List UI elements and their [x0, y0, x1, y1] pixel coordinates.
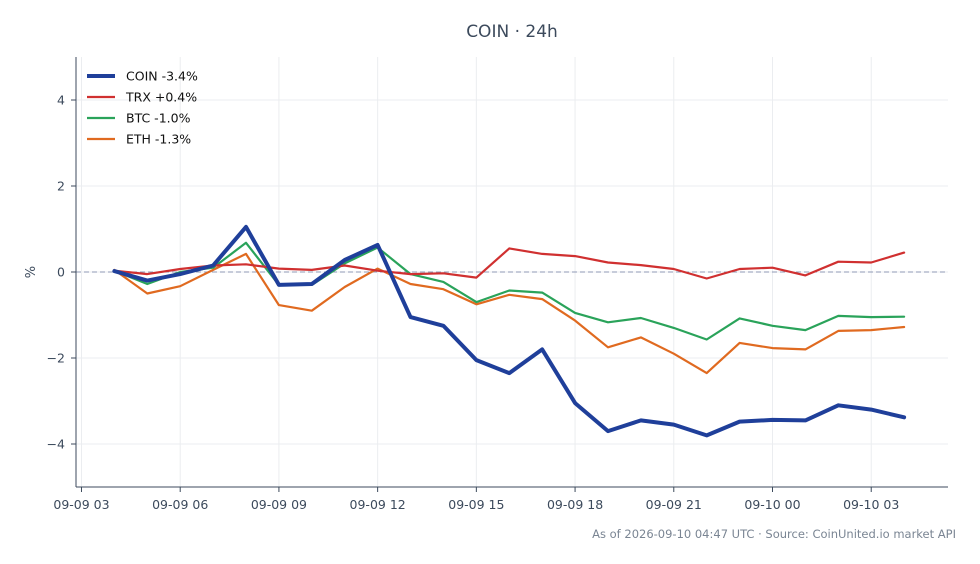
x-tick-label: 09-09 09 — [251, 497, 307, 512]
x-tick-label: 09-09 03 — [53, 497, 109, 512]
x-tick-label: 09-10 03 — [843, 497, 899, 512]
y-tick-label: 4 — [57, 93, 65, 108]
x-tick-label: 09-09 21 — [646, 497, 702, 512]
legend-label: BTC -1.0% — [126, 111, 191, 126]
y-tick-label: −4 — [47, 437, 65, 452]
x-tick-label: 09-09 06 — [152, 497, 208, 512]
x-tick-label: 09-10 00 — [744, 497, 800, 512]
series-lines — [112, 224, 907, 438]
y-tick-label: 2 — [57, 179, 65, 194]
series-line-coin — [112, 224, 907, 438]
series-line-trx — [113, 247, 906, 280]
legend-label: ETH -1.3% — [126, 132, 191, 147]
series-line-btc — [113, 241, 906, 341]
x-tick-label: 09-09 18 — [547, 497, 603, 512]
y-tick-label: −2 — [47, 351, 65, 366]
legend-label: COIN -3.4% — [126, 69, 198, 84]
x-tick-label: 09-09 15 — [448, 497, 504, 512]
x-tick-label: 09-09 12 — [350, 497, 406, 512]
legend: COIN -3.4% TRX +0.4% BTC -1.0% ETH -1.3% — [87, 69, 198, 147]
chart-title: COIN · 24h — [466, 22, 558, 42]
y-tick-label: 0 — [57, 265, 65, 280]
y-ticks: −4 −2 0 2 4 — [47, 93, 76, 452]
source-footnote: As of 2026-09-10 04:47 UTC · Source: Coi… — [592, 527, 956, 541]
series-line-eth — [113, 252, 906, 375]
x-ticks: 09-09 03 09-09 06 09-09 09 09-09 12 09-09 15… — [53, 487, 899, 512]
legend-label: TRX +0.4% — [125, 90, 197, 105]
y-axis-label: % — [24, 266, 39, 278]
